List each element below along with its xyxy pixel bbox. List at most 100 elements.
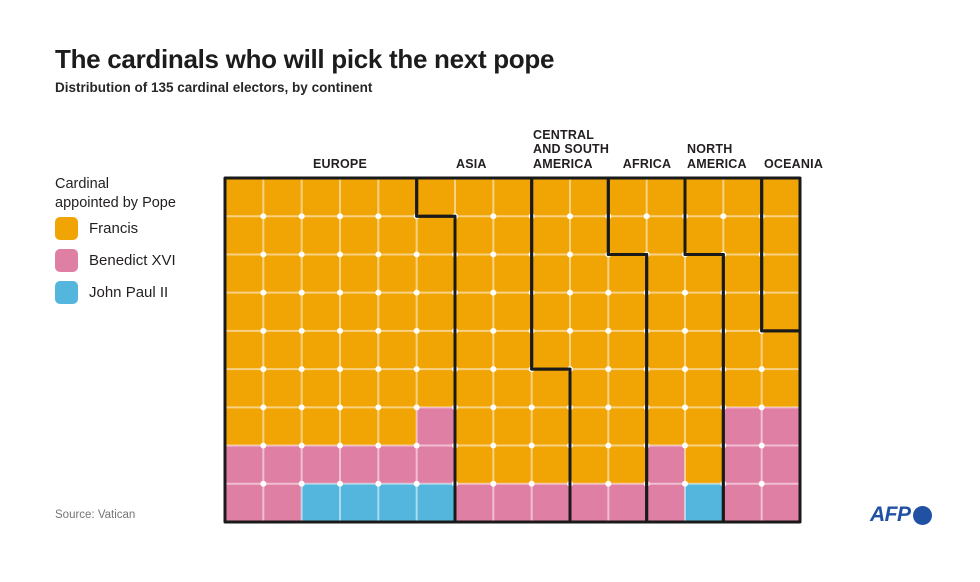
elector-cell [454, 483, 494, 523]
elector-cell [493, 483, 532, 523]
elector-cell [378, 215, 417, 255]
elector-cell [646, 292, 686, 332]
legend-title-line1: Cardinal [55, 176, 109, 192]
afp-logo-text: AFP [870, 503, 911, 526]
elector-cell [569, 292, 609, 332]
elector-cell [531, 215, 571, 255]
elector-cell [531, 177, 571, 217]
elector-cell [723, 177, 762, 217]
continent-label-north-america: NORTH AMERICA [687, 142, 747, 171]
elector-cell [608, 215, 647, 255]
elector-cell [646, 407, 686, 446]
elector-cell [608, 330, 647, 370]
elector-cell [569, 483, 609, 523]
legend-title: Cardinal appointed by Pope [55, 175, 176, 213]
elector-cell [684, 254, 724, 293]
elector-cell [531, 445, 571, 485]
elector-cell [723, 407, 762, 446]
elector-cell [684, 445, 724, 485]
legend-swatch-john-paul-ii [55, 281, 78, 304]
region-outline-north-america [683, 176, 802, 524]
elector-cell [454, 330, 494, 370]
elector-cell [493, 215, 532, 255]
elector-cell [723, 445, 762, 485]
elector-cell [608, 407, 647, 446]
elector-cell [224, 483, 264, 523]
elector-cell [646, 483, 686, 523]
elector-cell [301, 445, 341, 485]
elector-cell [301, 330, 341, 370]
elector-cell [263, 368, 302, 408]
elector-cell [454, 368, 494, 408]
elector-cell [339, 177, 379, 217]
elector-cell [416, 407, 456, 446]
elector-cell [378, 292, 417, 332]
elector-cell [493, 445, 532, 485]
elector-cell [761, 177, 801, 217]
region-outline-oceania [760, 176, 802, 333]
legend-swatch-francis [55, 217, 78, 240]
elector-cell [569, 215, 609, 255]
elector-cell [224, 177, 264, 217]
legend-title-line2: appointed by Pope [55, 195, 176, 211]
elector-cell [378, 407, 417, 446]
elector-cell [569, 177, 609, 217]
elector-cell [646, 368, 686, 408]
continent-label-africa: AFRICA [622, 156, 672, 171]
elector-cell [761, 368, 801, 408]
elector-cell [493, 368, 532, 408]
continent-label-europe: EUROPE [313, 156, 367, 171]
elector-cell [608, 445, 647, 485]
elector-cell [454, 292, 494, 332]
elector-cell [608, 177, 647, 217]
elector-cell [416, 368, 456, 408]
elector-cell [684, 215, 724, 255]
elector-cell [761, 407, 801, 446]
elector-cell [569, 407, 609, 446]
elector-cell [416, 330, 456, 370]
elector-cell [684, 483, 724, 523]
elector-cell [454, 177, 494, 217]
elector-cell [224, 368, 264, 408]
elector-cell [684, 292, 724, 332]
elector-cell [416, 292, 456, 332]
waffle-chart [223, 176, 802, 524]
elector-cell [723, 215, 762, 255]
elector-cell [493, 407, 532, 446]
elector-cell [224, 407, 264, 446]
continent-label-central-and-south-america: CENTRAL AND SOUTH AMERICA [533, 127, 610, 171]
elector-cell [263, 407, 302, 446]
elector-cell [416, 215, 456, 255]
elector-cell [301, 215, 341, 255]
elector-cell [608, 483, 647, 523]
elector-cell [761, 483, 801, 523]
elector-cell [723, 368, 762, 408]
legend: Francis Benedict XVI John Paul II [55, 217, 176, 313]
elector-cell [263, 254, 302, 293]
elector-cell [569, 330, 609, 370]
elector-cell [454, 254, 494, 293]
elector-cell [263, 177, 302, 217]
elector-cell [761, 215, 801, 255]
waffle-grid-dots [260, 213, 765, 487]
elector-cell [646, 177, 686, 217]
legend-label: John Paul II [89, 284, 169, 301]
elector-cell [224, 254, 264, 293]
elector-cell [761, 292, 801, 332]
elector-cell [531, 368, 571, 408]
elector-cell [224, 445, 264, 485]
elector-cell [761, 445, 801, 485]
elector-cell [454, 407, 494, 446]
elector-cell [339, 254, 379, 293]
elector-cell [684, 330, 724, 370]
elector-cell [608, 292, 647, 332]
elector-cell [224, 215, 264, 255]
elector-cell [646, 254, 686, 293]
elector-cell [493, 330, 532, 370]
elector-cell [684, 407, 724, 446]
elector-cell [263, 483, 302, 523]
elector-cell [531, 254, 571, 293]
afp-logo: AFP [870, 503, 932, 527]
afp-circle-icon [912, 505, 932, 525]
